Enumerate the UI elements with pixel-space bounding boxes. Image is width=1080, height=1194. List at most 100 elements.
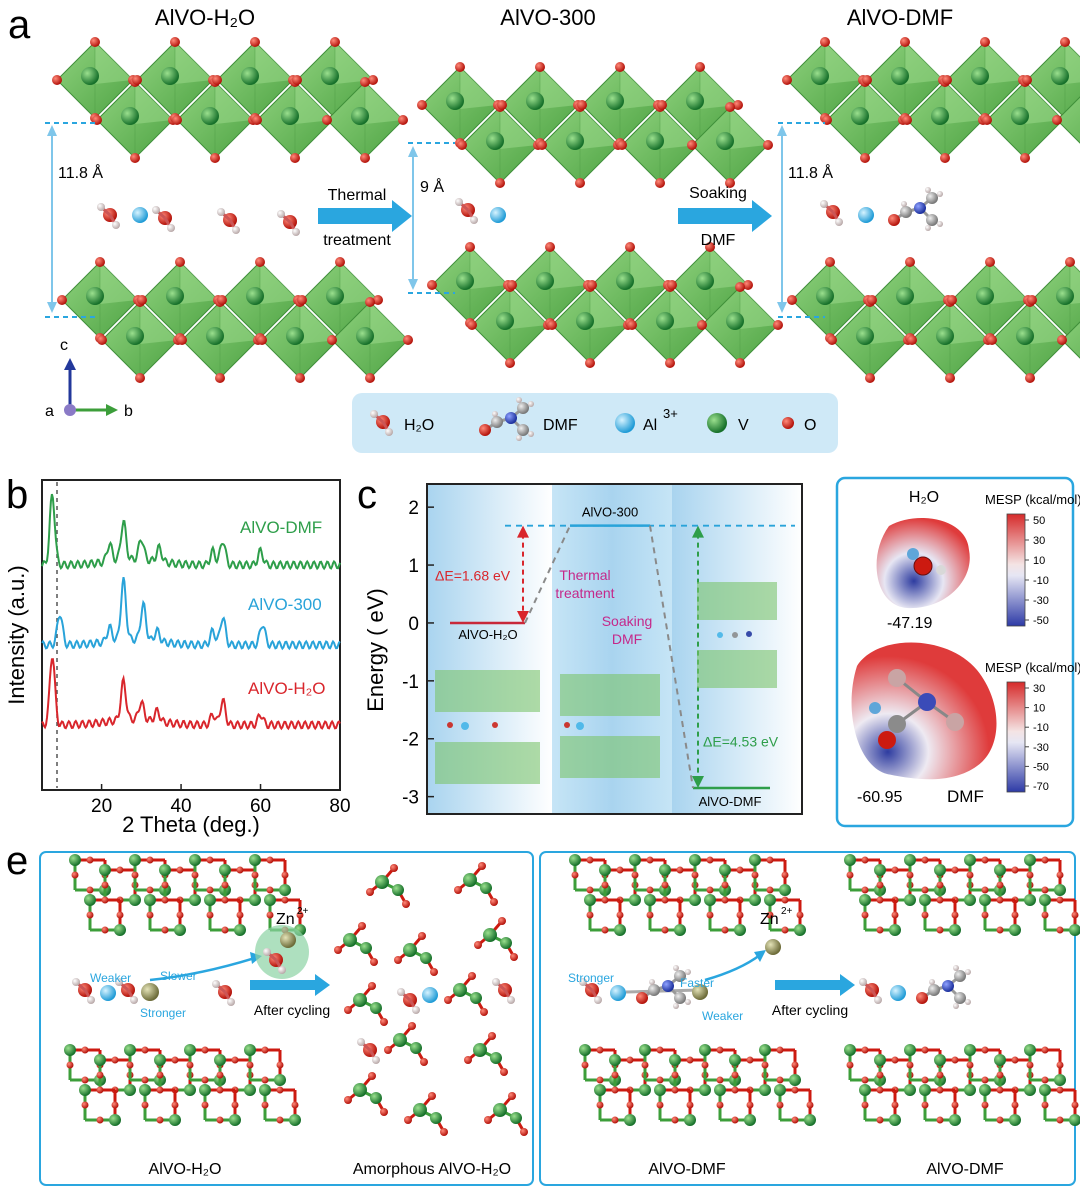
dmf-label: DMF xyxy=(612,631,642,647)
amorphous-fragments xyxy=(334,862,528,1136)
soaking-label: Soaking xyxy=(602,613,653,629)
treatment-label: treatment xyxy=(555,585,614,601)
alvo-dmf-bottom-layer xyxy=(787,257,1080,383)
panel-e-figure: e Weaker Slower Stronger Zn 2+ After cyc… xyxy=(0,840,1080,1189)
xrd-ylabel: Intensity (a.u.) xyxy=(4,565,29,704)
panel-c-label: c xyxy=(357,473,377,517)
xrd-series-label: AlVO-300 xyxy=(248,595,322,614)
spacing-alvo-300: 9 Å xyxy=(420,177,444,196)
alvo-h2o-top-layer xyxy=(52,37,408,163)
dmf-carbon-atom xyxy=(888,669,906,687)
thermal-treatment-arrow xyxy=(318,200,412,232)
axis-b-label: b xyxy=(124,403,133,420)
energy-y-tick-label: 1 xyxy=(408,556,419,577)
right-caption-2: AlVO-DMF xyxy=(926,1161,1004,1178)
colorbar-tick-label: -10 xyxy=(1033,575,1049,587)
right-zn-label: Zn xyxy=(760,911,779,928)
legend-al-charge: 3+ xyxy=(663,406,678,421)
right-after-cycling: After cycling xyxy=(772,1002,848,1018)
colorbar-tick-label: 30 xyxy=(1033,535,1045,547)
mesp-h2o-title: H₂O xyxy=(909,489,939,506)
legend-v: V xyxy=(738,417,749,434)
arrow2-line1: Soaking xyxy=(689,185,747,202)
panel-a-figure: a AlVO-H₂O AlVO-300 AlVO-DMF 11.8 Å Ther… xyxy=(0,0,1080,460)
arrow2-line2: DMF xyxy=(701,232,736,249)
xrd-xlabel: 2 Theta (deg.) xyxy=(122,812,260,837)
level-label: AlVO-H₂O xyxy=(458,627,517,642)
colorbar-tick-label: 10 xyxy=(1033,555,1045,567)
panel-b-label: b xyxy=(6,473,28,517)
legend-box: H₂O DMF Al 3+ V O xyxy=(352,393,838,453)
arrow1-line2: treatment xyxy=(323,232,391,249)
legend-h2o: H₂O xyxy=(404,417,434,434)
delta-e-2: ΔE=4.53 eV xyxy=(703,734,779,750)
left-zn-label: Zn xyxy=(276,911,295,928)
left-bottom-slab xyxy=(64,1044,301,1126)
colorbar-tick-label: -50 xyxy=(1033,615,1049,627)
soaking-dmf-arrow xyxy=(678,200,772,232)
panel-e-label: e xyxy=(6,840,28,883)
mesp-h2o-min: -47.19 xyxy=(887,615,932,632)
axis-c-label: c xyxy=(60,337,68,354)
dmf-oxygen-atom xyxy=(878,731,896,749)
level-label: AlVO-DMF xyxy=(699,794,762,809)
panel-a-label: a xyxy=(8,3,31,47)
h2o-oxygen-atom xyxy=(914,557,932,575)
spacing-alvo-h2o: 11.8 Å xyxy=(58,163,103,182)
left-caption-2: Amorphous AlVO-H₂O xyxy=(353,1161,511,1178)
h2o-h-atom xyxy=(936,565,946,575)
energy-y-tick-label: -1 xyxy=(402,672,419,693)
mesp-dmf-scale-title: MESP (kcal/mol) xyxy=(985,660,1080,675)
axis-a-label: a xyxy=(45,403,54,420)
energy-y-tick-label: 0 xyxy=(408,614,419,635)
colorbar-tick-label: -50 xyxy=(1033,761,1049,773)
level-label: AlVO-300 xyxy=(582,505,638,520)
dmf-h-atom xyxy=(869,702,881,714)
panel-e: e Weaker Slower Stronger Zn 2+ After cyc… xyxy=(0,840,1080,1189)
delta-e-1: ΔE=1.68 eV xyxy=(435,567,511,583)
right-caption-1: AlVO-DMF xyxy=(648,1161,726,1178)
h2o-h-atom xyxy=(907,548,919,560)
colorbar-tick-label: -30 xyxy=(1033,595,1049,607)
right-stronger-label: Stronger xyxy=(568,971,614,985)
left-caption-1: AlVO-H₂O xyxy=(149,1161,222,1178)
colorbar-tick-label: 50 xyxy=(1033,515,1045,527)
title-alvo-h2o: AlVO-H₂O xyxy=(155,5,255,30)
panel-a: a AlVO-H₂O AlVO-300 AlVO-DMF 11.8 Å Ther… xyxy=(0,0,1080,460)
colorbar-tick-label: -10 xyxy=(1033,722,1049,734)
colorbar-tick-label: 30 xyxy=(1033,683,1045,695)
dmf-nitrogen-atom xyxy=(918,693,936,711)
energy-y-tick-label: -3 xyxy=(402,788,419,809)
legend-dmf: DMF xyxy=(543,417,578,434)
left-zn-charge: 2+ xyxy=(297,906,309,917)
mesp-h2o-scale-title: MESP (kcal/mol) xyxy=(985,492,1080,507)
title-alvo-dmf: AlVO-DMF xyxy=(847,5,953,30)
alvo-h2o-bottom-layer xyxy=(57,257,413,383)
right-bottom-slab-1 xyxy=(579,1044,816,1126)
energy-y-tick-label: -2 xyxy=(402,730,419,751)
xrd-x-tick-label: 20 xyxy=(91,796,112,817)
mesp-dmf-min: -60.95 xyxy=(857,789,902,806)
mesp-h2o-colorbar xyxy=(1007,514,1025,626)
dmf-carbon-atom xyxy=(946,713,964,731)
mesp-dmf-colorbar xyxy=(1007,682,1025,792)
spacing-alvo-dmf: 11.8 Å xyxy=(788,163,833,182)
right-weaker-label: Weaker xyxy=(702,1009,743,1023)
mesp-dmf-title: DMF xyxy=(947,787,984,806)
left-stronger-label: Stronger xyxy=(140,1006,186,1020)
xrd-series-label: AlVO-H₂O xyxy=(248,679,325,698)
left-after-cycling: After cycling xyxy=(254,1002,330,1018)
colorbar-tick-label: -30 xyxy=(1033,742,1049,754)
title-alvo-300: AlVO-300 xyxy=(500,5,595,30)
alvo-dmf-top-layer xyxy=(782,37,1080,163)
xrd-series-label: AlVO-DMF xyxy=(240,518,322,537)
right-cycling-arrow xyxy=(775,974,855,996)
thermal-label: Thermal xyxy=(559,567,610,583)
arrow1-line1: Thermal xyxy=(328,187,387,204)
xrd-x-tick-label: 80 xyxy=(329,796,350,817)
alvo-300-bottom-layer xyxy=(427,242,783,368)
panel-d: d H₂O -47.19 MESP (kcal/mol) 503010-10-3… xyxy=(827,470,1080,840)
